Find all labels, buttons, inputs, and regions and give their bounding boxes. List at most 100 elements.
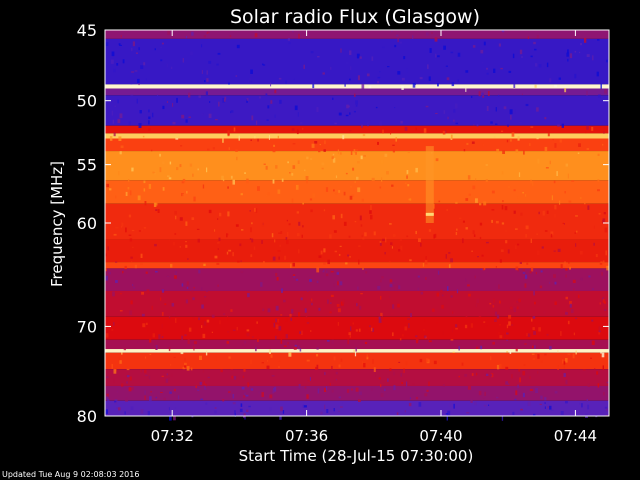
noise-streak xyxy=(306,322,310,324)
noise-streak xyxy=(280,406,283,412)
noise-streak xyxy=(227,331,230,333)
noise-streak xyxy=(143,188,146,192)
noise-streak xyxy=(516,301,519,303)
noise-streak xyxy=(280,314,283,316)
noise-streak xyxy=(591,126,594,131)
noise-streak xyxy=(496,314,500,319)
noise-streak xyxy=(176,95,178,98)
noise-streak xyxy=(231,375,233,379)
noise-streak xyxy=(404,126,408,131)
noise-streak xyxy=(511,132,515,137)
noise-streak xyxy=(337,149,339,155)
noise-streak xyxy=(309,279,312,282)
noise-streak xyxy=(250,69,253,74)
noise-streak xyxy=(105,275,108,281)
noise-streak xyxy=(352,322,354,325)
noise-streak xyxy=(468,293,471,297)
noise-streak xyxy=(392,332,394,337)
noise-streak xyxy=(236,156,238,161)
noise-streak xyxy=(458,375,460,378)
noise-streak xyxy=(155,271,158,273)
noise-streak xyxy=(507,249,510,254)
noise-streak xyxy=(424,335,427,339)
noise-streak xyxy=(335,371,338,375)
noise-streak xyxy=(472,45,476,48)
noise-streak xyxy=(172,103,174,107)
noise-streak xyxy=(203,321,207,326)
noise-streak xyxy=(410,313,412,318)
noise-streak xyxy=(121,383,124,387)
noise-streak xyxy=(113,322,115,326)
noise-streak xyxy=(597,383,600,388)
noise-streak xyxy=(118,136,122,141)
noise-streak xyxy=(539,403,542,405)
noise-streak xyxy=(379,186,382,189)
noise-streak xyxy=(230,369,234,371)
noise-streak xyxy=(336,272,339,275)
noise-streak xyxy=(567,173,569,179)
noise-streak xyxy=(579,197,582,199)
noise-streak xyxy=(408,323,410,328)
noise-streak xyxy=(111,363,113,369)
noise-streak xyxy=(576,230,578,233)
noise-streak xyxy=(557,248,561,252)
noise-streak xyxy=(586,90,588,96)
noise-streak xyxy=(389,284,393,288)
noise-streak xyxy=(393,371,396,376)
noise-streak xyxy=(453,312,456,315)
noise-streak xyxy=(268,135,270,140)
noise-streak xyxy=(311,298,313,302)
noise-streak xyxy=(323,149,326,152)
noise-streak xyxy=(214,229,216,232)
noise-streak xyxy=(426,32,429,36)
noise-streak xyxy=(353,349,355,353)
noise-streak xyxy=(138,230,141,232)
noise-streak xyxy=(420,291,424,295)
noise-streak xyxy=(278,256,280,260)
noise-streak xyxy=(280,338,283,344)
noise-streak xyxy=(272,148,276,153)
noise-streak xyxy=(340,406,343,408)
noise-streak xyxy=(486,241,489,244)
noise-streak xyxy=(243,368,246,372)
noise-streak xyxy=(140,369,142,373)
noise-streak xyxy=(540,395,543,400)
chart-title: Solar radio Flux (Glasgow) xyxy=(230,6,480,28)
noise-streak xyxy=(447,286,449,291)
noise-streak xyxy=(105,253,107,257)
noise-streak xyxy=(358,305,362,310)
noise-streak xyxy=(232,252,234,257)
noise-streak xyxy=(427,64,429,69)
noise-streak xyxy=(174,407,177,409)
noise-streak xyxy=(187,258,189,260)
noise-streak xyxy=(501,130,504,132)
noise-streak xyxy=(342,135,345,140)
noise-streak xyxy=(249,210,251,212)
noise-streak xyxy=(237,260,240,263)
noise-streak xyxy=(480,49,484,54)
noise-streak xyxy=(596,71,599,77)
x-tick-label: 07:32 xyxy=(151,427,194,445)
noise-streak xyxy=(226,233,228,238)
noise-streak xyxy=(455,201,458,204)
noise-streak xyxy=(261,240,263,244)
noise-streak xyxy=(120,226,122,228)
noise-streak xyxy=(519,49,523,55)
noise-streak xyxy=(425,105,429,108)
noise-streak xyxy=(498,284,500,289)
noise-streak xyxy=(522,192,524,194)
noise-streak xyxy=(287,161,289,164)
noise-streak xyxy=(404,410,406,413)
noise-streak xyxy=(491,190,495,194)
noise-streak xyxy=(354,180,356,183)
noise-streak xyxy=(587,404,590,410)
noise-streak xyxy=(131,386,134,391)
noise-streak xyxy=(309,198,313,201)
noise-streak xyxy=(265,93,268,96)
noise-streak xyxy=(606,270,608,273)
noise-streak xyxy=(538,64,542,68)
noise-streak xyxy=(297,345,300,350)
noise-streak xyxy=(200,398,204,401)
noise-streak xyxy=(464,373,468,377)
noise-streak xyxy=(244,341,247,344)
